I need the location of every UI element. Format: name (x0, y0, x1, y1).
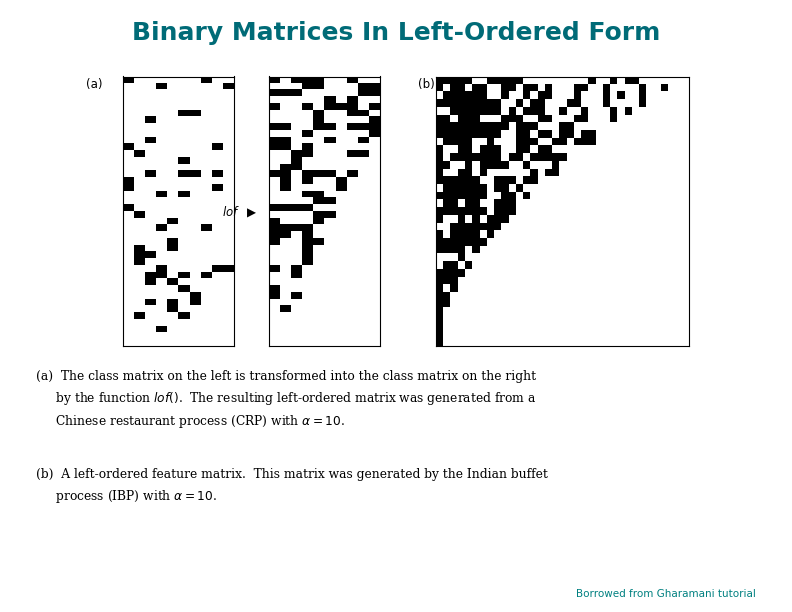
Text: (b)  A left-ordered feature matrix.  This matrix was generated by the Indian buf: (b) A left-ordered feature matrix. This … (36, 468, 547, 505)
Text: (a)  The class matrix on the left is transformed into the class matrix on the ri: (a) The class matrix on the left is tran… (36, 370, 536, 430)
Text: Binary Matrices In Left-Ordered Form: Binary Matrices In Left-Ordered Form (131, 21, 661, 45)
Text: $lof$  $\blacktriangleright$: $lof$ $\blacktriangleright$ (222, 204, 257, 218)
Text: Borrowed from Gharamani tutorial: Borrowed from Gharamani tutorial (577, 589, 756, 599)
Text: (a): (a) (86, 78, 102, 91)
Text: (b): (b) (418, 78, 435, 91)
